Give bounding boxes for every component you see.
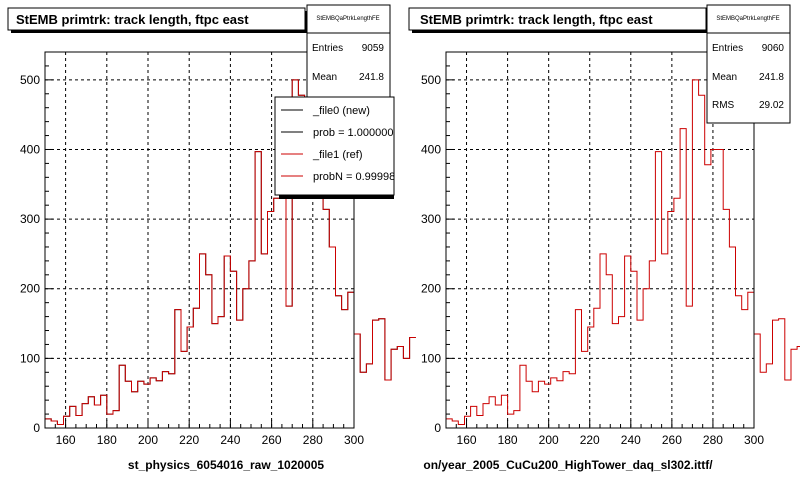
legend-entry-ref: _file1 (ref) <box>312 149 363 161</box>
legend-clip: _file0 (new) prob = 1.000000 _file1 (ref… <box>281 105 401 183</box>
legend-entry-new: _file0 (new) <box>312 105 370 117</box>
x-tick-label-280: 280 <box>703 433 723 447</box>
left-stats-entries-label: Entries <box>312 43 343 54</box>
right-x-axis-label: on/year_2005_CuCu200_HighTower_daq_sl302… <box>423 458 713 472</box>
right-title-box: StEMB primtrk: track length, ftpc east <box>408 7 709 33</box>
y-tick-label-400: 400 <box>421 142 441 156</box>
right-stats-rms-label: RMS <box>712 100 735 111</box>
x-tick-label-160: 160 <box>457 433 477 447</box>
x-tick-label-220: 220 <box>179 433 199 447</box>
y-tick-label-400: 400 <box>20 142 40 156</box>
left-stats-entries-value: 9059 <box>362 43 385 54</box>
y-tick-label-100: 100 <box>421 351 441 365</box>
y-tick-label-0: 0 <box>33 421 40 435</box>
right-histogram-panel: 160 180 200 220 240 260 280 300 0 100 200 300 400 500… <box>408 4 800 472</box>
right-axis-ticks: 160 180 200 220 240 260 280 300 0 100 200 300 400 500 <box>421 51 764 447</box>
right-stats-rms-value: 29.02 <box>759 100 784 111</box>
y-tick-label-200: 200 <box>20 282 40 296</box>
y-tick-label-300: 300 <box>20 212 40 226</box>
right-title: StEMB primtrk: track length, ftpc east <box>420 12 653 27</box>
y-tick-label-200: 200 <box>421 282 441 296</box>
x-tick-label-240: 240 <box>220 433 240 447</box>
right-stats-mean-value: 241.8 <box>759 72 784 83</box>
y-tick-label-0: 0 <box>434 421 441 435</box>
right-stats-name: StEMBQaPtrkLengthFE <box>716 16 779 22</box>
y-tick-label-500: 500 <box>421 73 441 87</box>
x-tick-label-300: 300 <box>344 433 364 447</box>
right-stats-entries-value: 9060 <box>762 43 785 54</box>
x-tick-label-220: 220 <box>580 433 600 447</box>
x-tick-label-160: 160 <box>56 433 76 447</box>
x-tick-label-200: 200 <box>138 433 158 447</box>
x-tick-label-280: 280 <box>303 433 323 447</box>
x-tick-label-300: 300 <box>744 433 764 447</box>
x-tick-label-260: 260 <box>262 433 282 447</box>
right-histograms <box>445 79 800 428</box>
left-histogram-panel: 160 180 200 220 240 260 280 300 0 100 200 300 400 500… <box>7 4 416 472</box>
legend-entry-prob: prob = 1.000000 <box>313 127 393 139</box>
x-tick-label-260: 260 <box>662 433 682 447</box>
histogram-ref <box>445 79 800 428</box>
x-tick-label-240: 240 <box>621 433 641 447</box>
right-stats-box: StEMBQaPtrkLengthFE Entries 9060 Mean 24… <box>706 4 791 124</box>
x-tick-label-180: 180 <box>97 433 117 447</box>
left-stats-mean-value: 241.8 <box>359 72 384 83</box>
right-grid <box>446 52 754 428</box>
left-axis-ticks: 160 180 200 220 240 260 280 300 0 100 200 300 400 500 <box>20 51 364 447</box>
left-stats-mean-label: Mean <box>312 72 337 83</box>
x-tick-label-180: 180 <box>498 433 518 447</box>
left-title: StEMB primtrk: track length, ftpc east <box>16 12 249 27</box>
y-tick-label-100: 100 <box>20 351 40 365</box>
right-stats-mean-label: Mean <box>712 72 737 83</box>
x-tick-label-200: 200 <box>539 433 559 447</box>
right-stats-entries-label: Entries <box>712 43 743 54</box>
y-tick-label-300: 300 <box>421 212 441 226</box>
left-x-axis-label: st_physics_6054016_raw_1020005 <box>128 458 324 472</box>
left-legend: _file0 (new) prob = 1.000000 _file1 (ref… <box>274 96 401 199</box>
left-stats-name: StEMBQaPtrkLengthFE <box>316 16 379 22</box>
legend-entry-probn: probN = 0.999980 <box>313 171 401 183</box>
y-tick-label-500: 500 <box>20 73 40 87</box>
left-title-box: StEMB primtrk: track length, ftpc east <box>7 7 308 33</box>
